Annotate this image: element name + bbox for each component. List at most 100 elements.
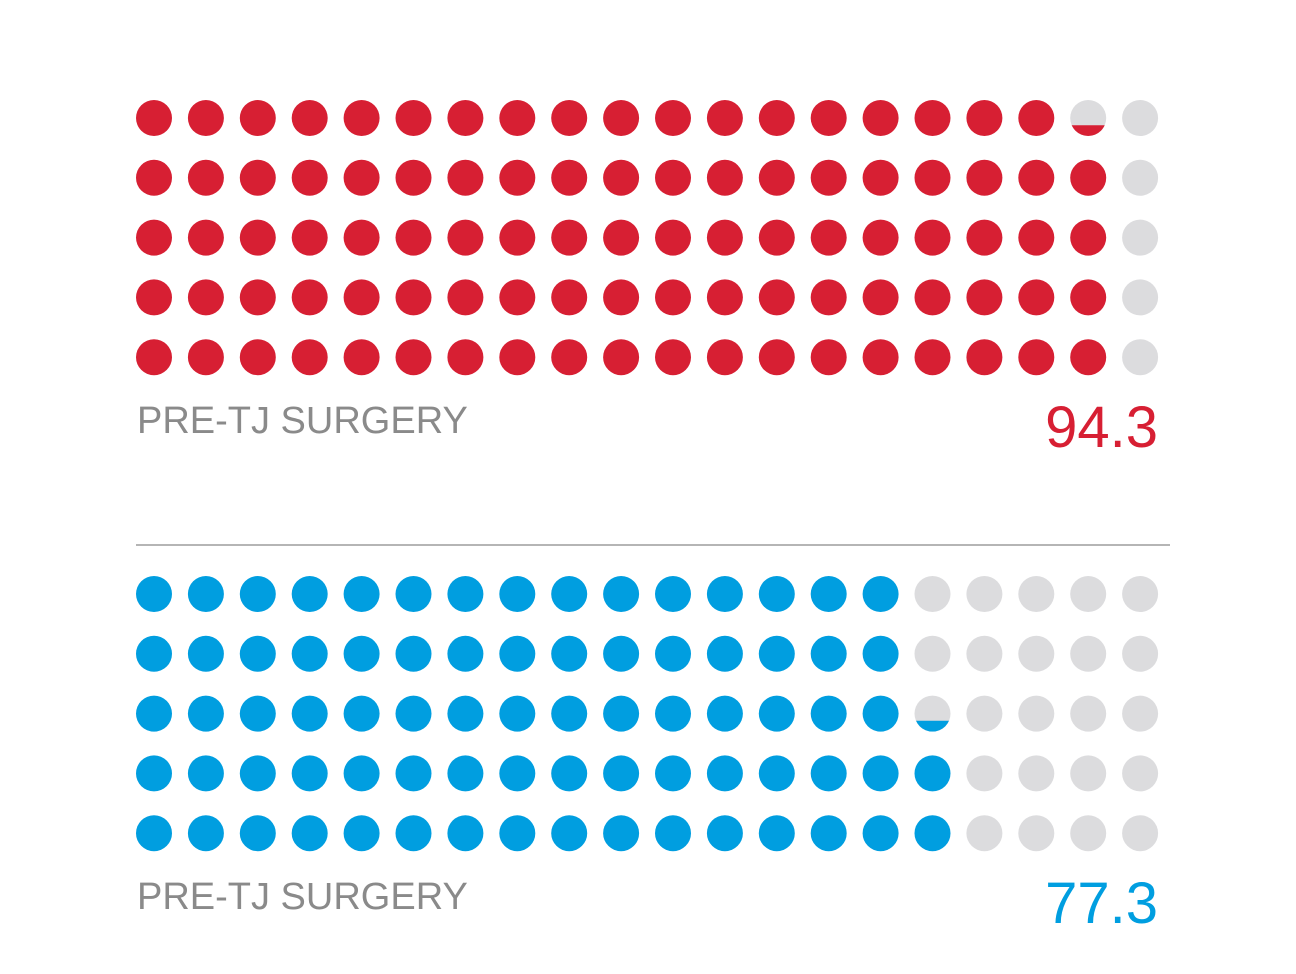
dot — [187, 100, 224, 136]
empty-dot — [914, 576, 951, 612]
dot — [603, 635, 640, 672]
dot — [758, 815, 795, 852]
empty-dot — [1122, 159, 1159, 196]
dot — [655, 339, 691, 376]
dot — [136, 635, 172, 672]
dot — [706, 339, 743, 376]
dot — [655, 815, 691, 852]
dot — [343, 100, 380, 136]
dot — [551, 576, 588, 612]
empty-dot — [914, 635, 951, 672]
dot — [1070, 159, 1107, 196]
dot — [136, 695, 172, 732]
dot — [447, 815, 484, 852]
dot — [914, 279, 951, 316]
empty-dot — [1122, 815, 1159, 852]
dot — [551, 695, 588, 732]
dot — [136, 279, 172, 316]
dot — [758, 695, 795, 732]
dot — [499, 100, 536, 136]
dot — [603, 815, 640, 852]
dot — [914, 755, 951, 792]
dot — [706, 695, 743, 732]
dot — [966, 100, 1003, 136]
dot — [862, 576, 899, 612]
dot — [1018, 159, 1055, 196]
dot — [862, 755, 899, 792]
empty-dot — [1018, 815, 1055, 852]
panel-label: PRE-TJ SURGERY — [137, 400, 468, 442]
dot — [966, 219, 1003, 256]
dot — [706, 815, 743, 852]
dot — [499, 695, 536, 732]
dot — [1018, 339, 1055, 376]
dot — [810, 635, 847, 672]
dot — [395, 695, 432, 732]
empty-dot — [1070, 576, 1107, 612]
dot — [551, 100, 588, 136]
dot — [447, 576, 484, 612]
dot — [395, 755, 432, 792]
dot — [914, 100, 951, 136]
dot — [758, 635, 795, 672]
dot — [655, 159, 691, 196]
dot — [862, 695, 899, 732]
dot — [136, 576, 172, 612]
dot — [551, 219, 588, 256]
dot — [655, 755, 691, 792]
dot — [499, 635, 536, 672]
panel-value: 94.3 — [1045, 395, 1158, 460]
dot — [343, 339, 380, 376]
dot — [343, 279, 380, 316]
partial-dot — [916, 720, 949, 732]
dot — [499, 339, 536, 376]
dot — [810, 576, 847, 612]
dot — [291, 635, 328, 672]
dot — [603, 159, 640, 196]
empty-dot — [966, 635, 1003, 672]
empty-dot — [1070, 635, 1107, 672]
dot — [499, 815, 536, 852]
dot — [239, 755, 276, 792]
dot — [706, 159, 743, 196]
dot — [655, 279, 691, 316]
dot — [395, 100, 432, 136]
dot — [447, 159, 484, 196]
dot — [758, 339, 795, 376]
dot — [239, 219, 276, 256]
dot — [655, 635, 691, 672]
dot — [499, 219, 536, 256]
dot — [810, 100, 847, 136]
dot — [966, 159, 1003, 196]
empty-dot — [1122, 755, 1159, 792]
dot — [187, 755, 224, 792]
dot — [655, 100, 691, 136]
dot — [862, 815, 899, 852]
panel-value: 77.3 — [1045, 871, 1158, 936]
dot — [395, 339, 432, 376]
dot — [862, 635, 899, 672]
dot — [343, 815, 380, 852]
dot — [447, 635, 484, 672]
dot — [291, 219, 328, 256]
dot — [447, 695, 484, 732]
dot — [343, 576, 380, 612]
dot — [187, 635, 224, 672]
dot — [187, 576, 224, 612]
dot — [603, 695, 640, 732]
dot — [758, 279, 795, 316]
dot — [706, 576, 743, 612]
dot — [136, 339, 172, 376]
empty-dot — [1070, 695, 1107, 732]
dot — [239, 100, 276, 136]
empty-dot — [1018, 695, 1055, 732]
dot — [447, 339, 484, 376]
dot — [914, 219, 951, 256]
dot — [136, 755, 172, 792]
empty-dot — [966, 815, 1003, 852]
dot — [810, 219, 847, 256]
empty-dot — [1122, 339, 1159, 376]
dot — [395, 219, 432, 256]
dot — [603, 100, 640, 136]
dot — [914, 815, 951, 852]
